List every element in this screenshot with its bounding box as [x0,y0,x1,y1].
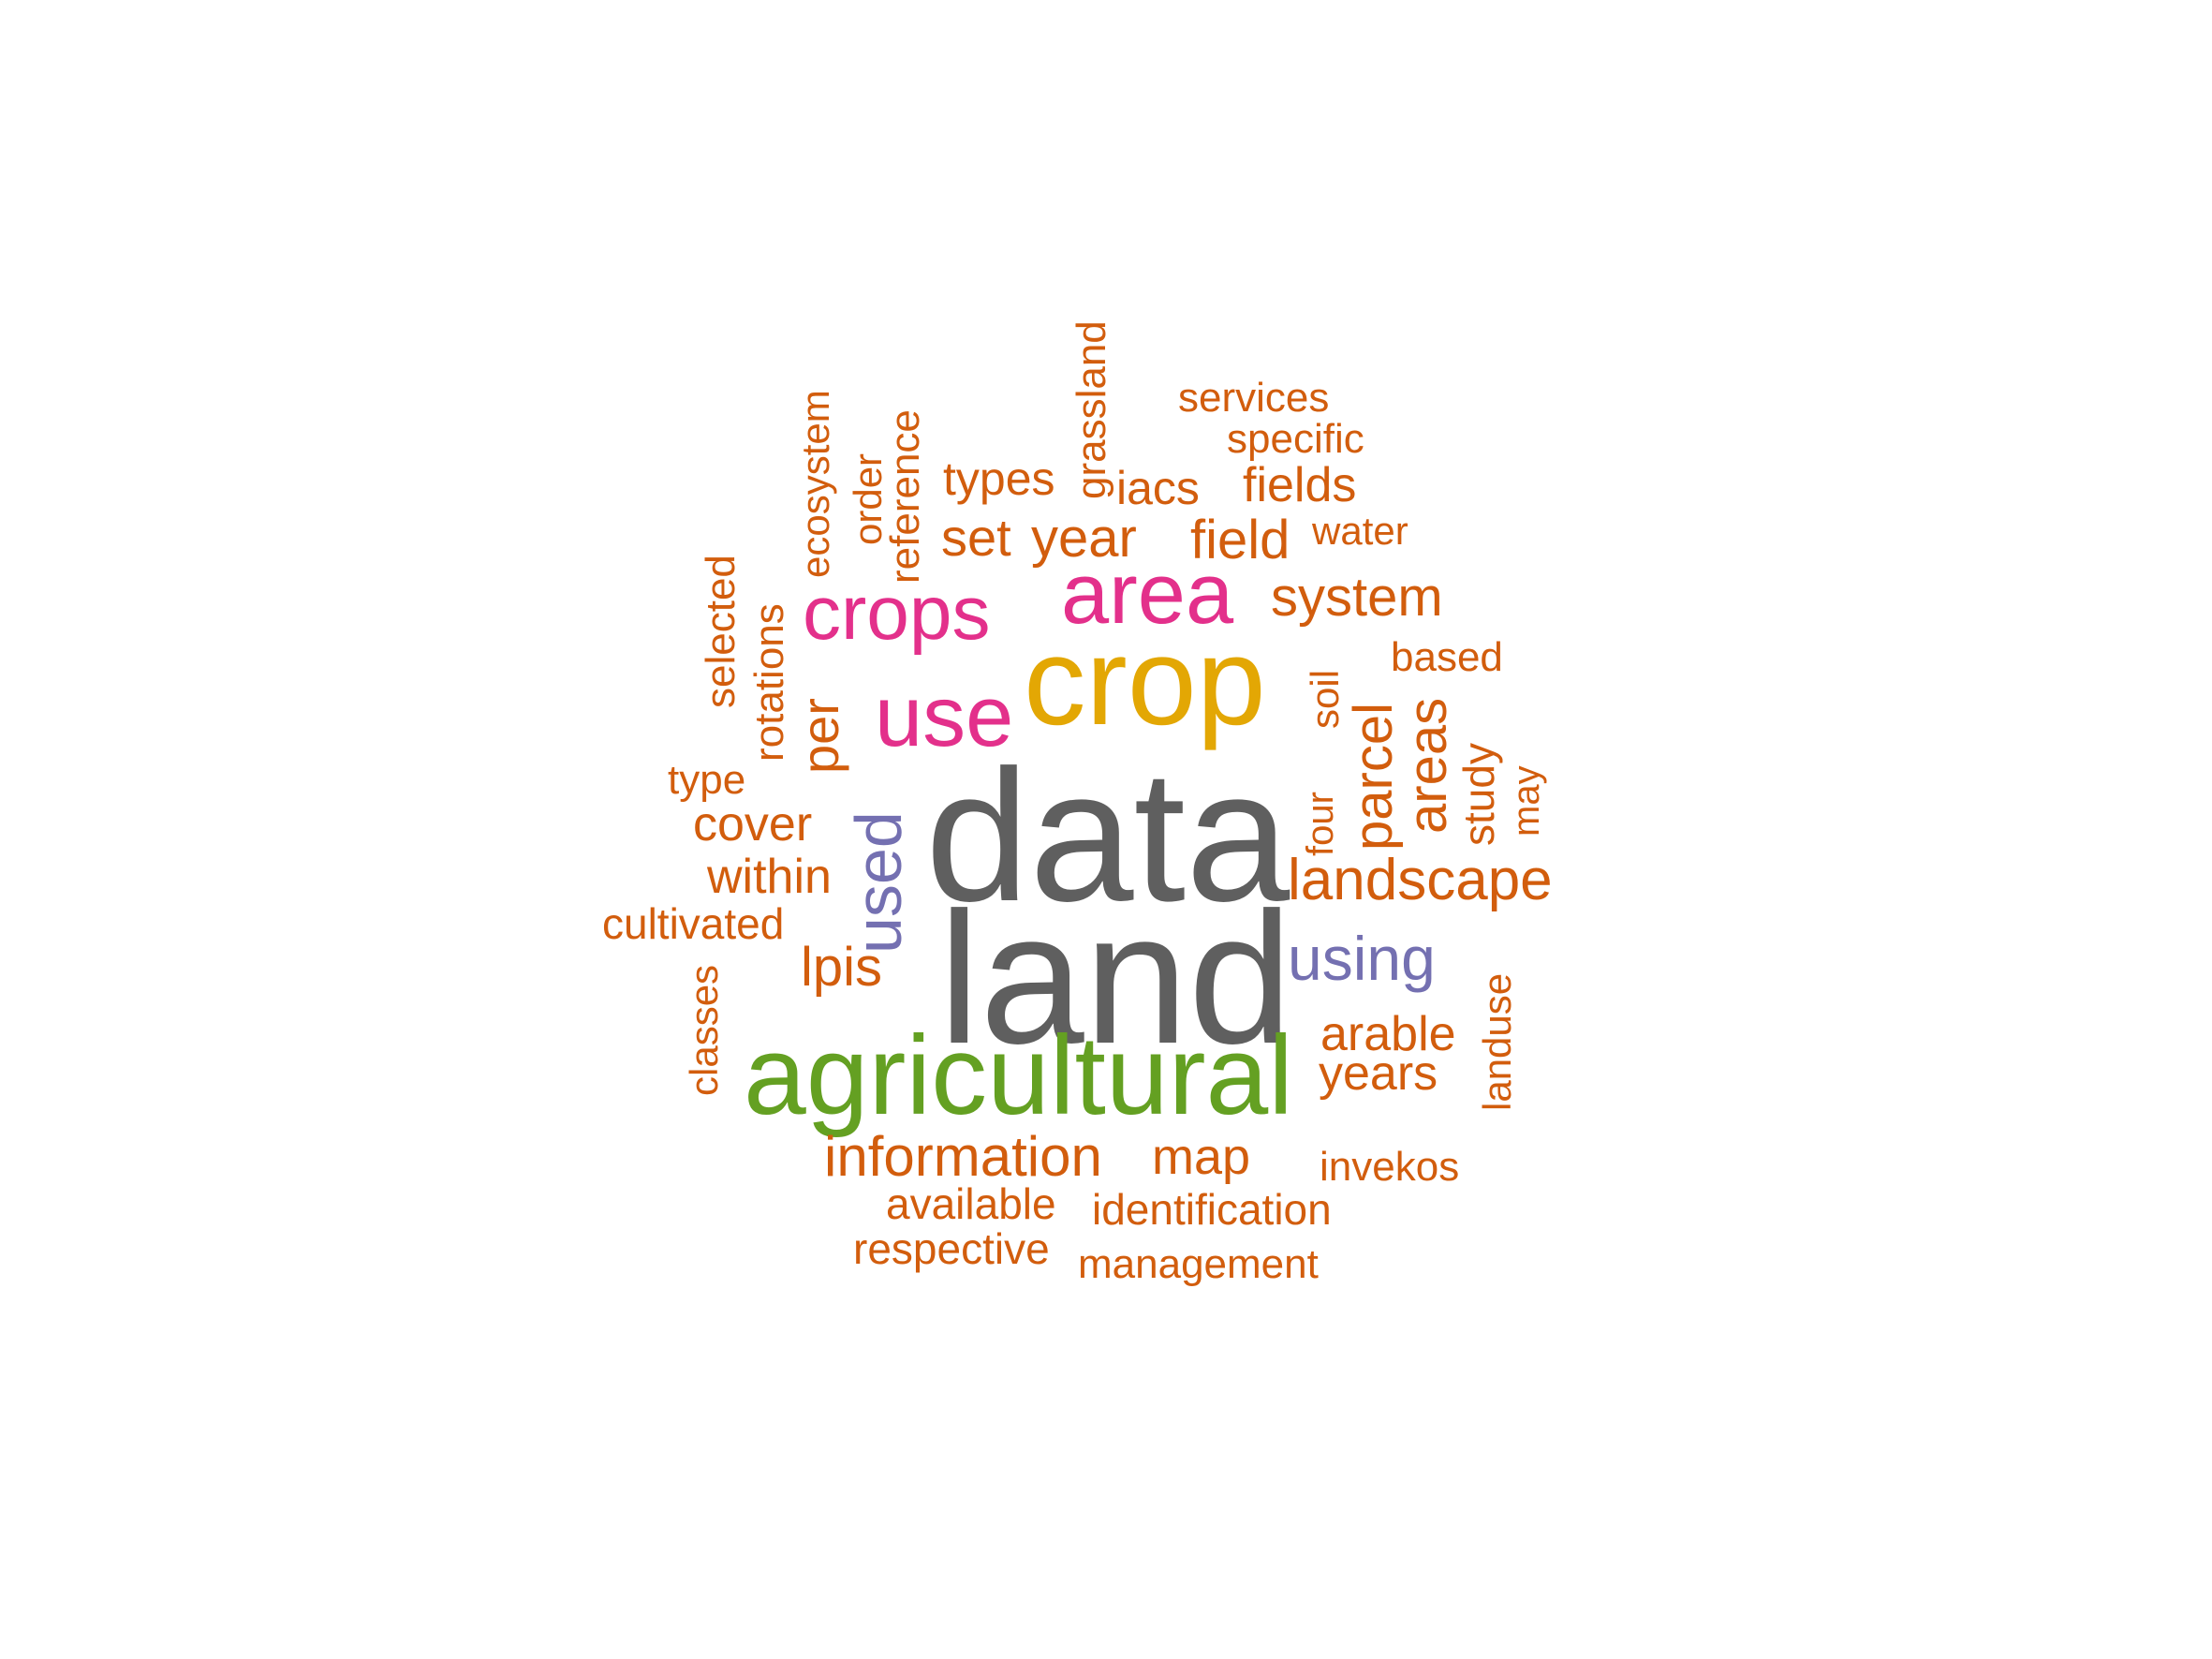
word-years: years [1319,1046,1438,1101]
word-ecosystem: ecosystem [793,390,837,578]
word-types: types [943,452,1055,505]
word-year: year [1031,508,1137,569]
word-iacs: iacs [1116,462,1200,514]
word-used: used [842,811,915,954]
word-arable: arable [1320,1007,1456,1061]
word-order: order [846,452,890,545]
word-cover: cover [693,797,813,852]
word-landscape: landscape [1288,848,1553,912]
word-fields: fields [1243,458,1357,512]
word-crop: crop [1024,613,1266,751]
word-landuse: landuse [1475,972,1519,1111]
word-system: system [1271,567,1443,628]
word-parcel: parcel [1343,703,1404,851]
word-field: field [1190,510,1290,570]
word-identification: identification [1092,1185,1332,1234]
word-crops: crops [803,570,991,656]
word-four: four [1300,792,1341,856]
word-water: water [1312,509,1408,553]
word-data: data [925,732,1290,941]
word-grassland: grassland [1069,320,1114,499]
word-use: use [875,669,1014,764]
word-cultivated: cultivated [602,899,785,948]
word-areas: areas [1397,697,1458,834]
word-specific: specific [1227,416,1364,462]
word-lpis: lpis [801,937,883,998]
word-available: available [886,1179,1056,1228]
word-selected: selected [698,555,744,708]
word-management: management [1078,1241,1319,1287]
word-based: based [1391,634,1503,680]
word-set: set [941,508,1011,567]
word-study: study [1454,743,1503,846]
word-per: per [790,698,849,774]
word-rotations: rotations [746,603,792,762]
word-information: information [824,1125,1102,1188]
word-classes: classes [682,964,726,1096]
word-agricultural: agricultural [744,1013,1293,1138]
word-respective: respective [853,1224,1050,1273]
word-reference: reference [882,409,928,584]
word-area: area [1061,546,1234,642]
word-land: land [938,874,1293,1083]
word-within: within [707,850,832,904]
word-map: map [1152,1129,1251,1185]
word-type: type [668,757,746,803]
word-invekos: invekos [1320,1144,1460,1190]
word-may: may [1506,765,1547,837]
word-using: using [1288,924,1436,993]
word-services: services [1178,375,1330,421]
word-soil: soil [1303,669,1347,729]
